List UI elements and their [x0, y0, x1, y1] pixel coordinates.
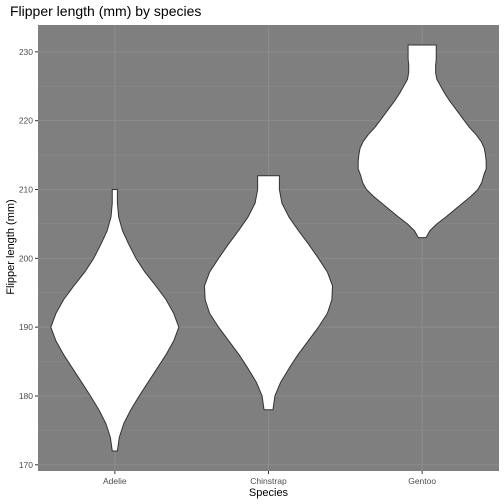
x-axis: Adelie Chinstrap Gentoo: [103, 471, 436, 486]
y-tick-label: 200: [19, 253, 33, 263]
y-tick-label: 210: [19, 184, 33, 194]
y-axis-title: Flipper length (mm): [5, 199, 17, 294]
x-axis-title: Species: [249, 487, 289, 499]
y-tick-label: 230: [19, 47, 33, 57]
y-tick-label: 220: [19, 116, 33, 126]
y-tick-label: 180: [19, 391, 33, 401]
chart-title: Flipper length (mm) by species: [10, 3, 201, 19]
y-tick-label: 190: [19, 322, 33, 332]
x-tick-label: Chinstrap: [250, 476, 287, 486]
x-tick-label: Gentoo: [408, 476, 436, 486]
y-axis: 170 180 190 200 210 220 230: [19, 47, 38, 470]
x-tick-label: Adelie: [103, 476, 127, 486]
y-tick-label: 170: [19, 460, 33, 470]
